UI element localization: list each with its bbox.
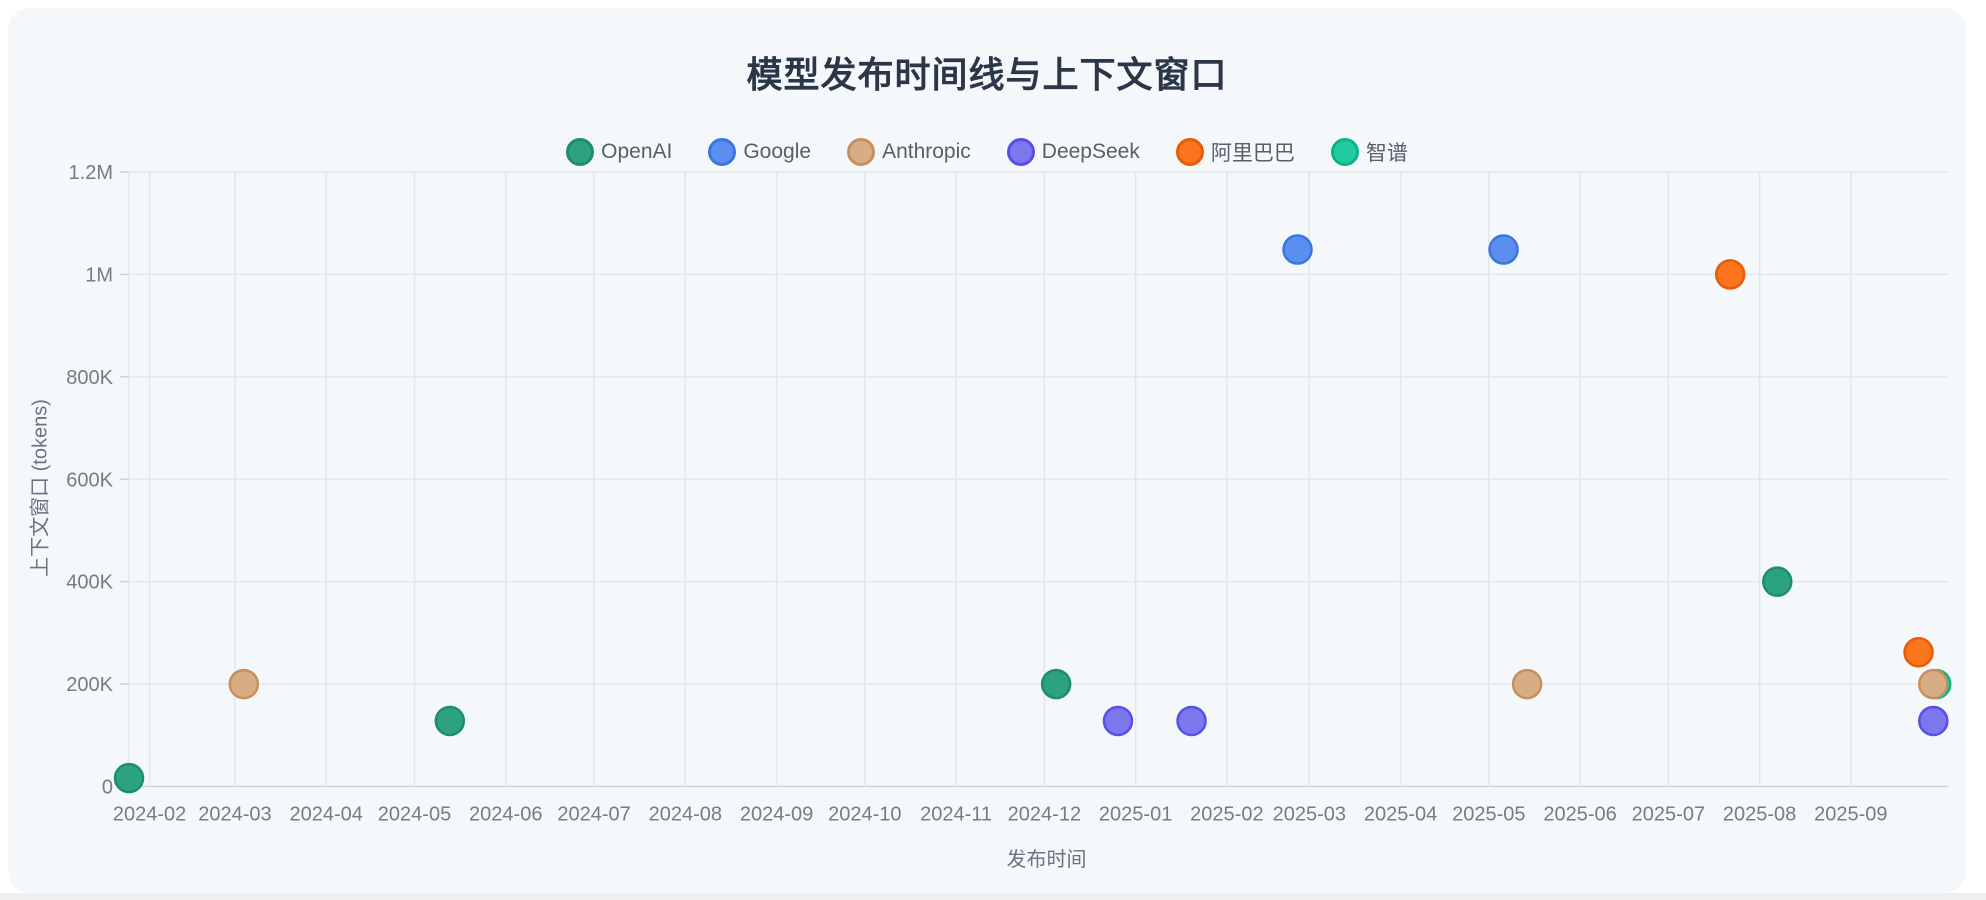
x-tick-label: 2024-10: [828, 804, 901, 826]
legend-item-Anthropic[interactable]: Anthropic: [847, 138, 971, 166]
y-tick-label: 1.2M: [69, 162, 113, 184]
chart-card: 模型发布时间线与上下文窗口 OpenAI Google Anthropic DeepS…: [8, 8, 1966, 893]
x-tick-label: 2024-08: [649, 804, 722, 826]
scatter-point-DeepSeek[interactable]: [1918, 705, 1949, 737]
scatter-point-Anthropic[interactable]: [228, 668, 260, 700]
y-tick-label: 400K: [66, 572, 113, 594]
legend-item-label: OpenAI: [601, 140, 673, 163]
x-tick-label: 2024-04: [290, 804, 363, 826]
page-bottom-strip: [0, 893, 1986, 900]
x-tick-label: 2024-07: [557, 804, 630, 826]
x-tick-label: 2025-07: [1632, 804, 1705, 826]
x-tick-label: 2025-01: [1099, 804, 1172, 826]
legend-marker-icon: [566, 138, 595, 166]
legend-item-label: 智谱: [1365, 142, 1408, 165]
legend-item-label: DeepSeek: [1041, 140, 1140, 163]
y-tick-label: 800K: [66, 367, 113, 389]
x-tick-label: 2025-05: [1452, 804, 1525, 826]
x-tick-label: 2025-08: [1723, 804, 1796, 826]
scatter-point-Anthropic[interactable]: [1918, 668, 1949, 700]
legend-item-智谱[interactable]: 智谱: [1330, 137, 1408, 167]
scatter-point-OpenAI[interactable]: [1762, 566, 1793, 597]
legend-item-label: 阿里巴巴: [1210, 142, 1295, 165]
x-tick-label: 2025-09: [1814, 804, 1887, 826]
legend-marker-icon: [847, 138, 876, 166]
legend-item-label: Google: [743, 140, 812, 163]
scatter-point-OpenAI[interactable]: [1040, 668, 1072, 700]
x-tick-label: 2024-06: [469, 804, 542, 826]
legend-item-阿里巴巴[interactable]: 阿里巴巴: [1175, 137, 1295, 167]
scatter-point-Google[interactable]: [1488, 234, 1519, 265]
legend-marker-icon: [1006, 138, 1035, 166]
x-tick-label: 2024-05: [378, 804, 451, 826]
scatter-point-Google[interactable]: [1282, 234, 1313, 265]
x-tick-label: 2024-03: [198, 804, 271, 826]
scatter-point-阿里巴巴[interactable]: [1903, 637, 1934, 668]
x-tick-label: 2025-06: [1543, 804, 1616, 826]
x-tick-label: 2024-12: [1008, 804, 1081, 826]
x-tick-label: 2024-09: [740, 804, 813, 826]
legend-item-DeepSeek[interactable]: DeepSeek: [1006, 138, 1140, 166]
legend-item-OpenAI[interactable]: OpenAI: [566, 138, 672, 166]
scatter-point-OpenAI[interactable]: [113, 762, 145, 794]
chart-title: 模型发布时间线与上下文窗口: [746, 54, 1228, 95]
scatter-point-DeepSeek[interactable]: [1176, 705, 1207, 737]
legend-item-label: Anthropic: [882, 140, 971, 163]
y-tick-label: 1M: [85, 264, 113, 286]
y-tick-label: 200K: [66, 674, 113, 696]
x-tick-label: 2025-04: [1364, 804, 1437, 826]
x-axis-title: 发布时间: [1006, 849, 1087, 871]
scatter-point-Anthropic[interactable]: [1511, 668, 1543, 700]
legend-item-Google[interactable]: Google: [708, 138, 811, 166]
y-tick-label: 0: [102, 777, 113, 799]
y-tick-label: 600K: [66, 469, 113, 491]
legend-marker-icon: [708, 138, 737, 166]
x-tick-label: 2025-02: [1190, 804, 1263, 826]
scatter-point-DeepSeek[interactable]: [1102, 705, 1134, 737]
scatter-point-阿里巴巴[interactable]: [1714, 259, 1746, 290]
legend-marker-icon: [1330, 138, 1359, 166]
x-tick-label: 2024-11: [920, 804, 992, 826]
x-tick-label: 2024-02: [113, 804, 186, 826]
x-tick-label: 2025-03: [1273, 804, 1346, 826]
legend-marker-icon: [1175, 138, 1204, 166]
scatter-point-OpenAI[interactable]: [434, 705, 466, 737]
legend: OpenAI Google Anthropic DeepSeek 阿里巴巴 智谱: [8, 136, 1966, 168]
